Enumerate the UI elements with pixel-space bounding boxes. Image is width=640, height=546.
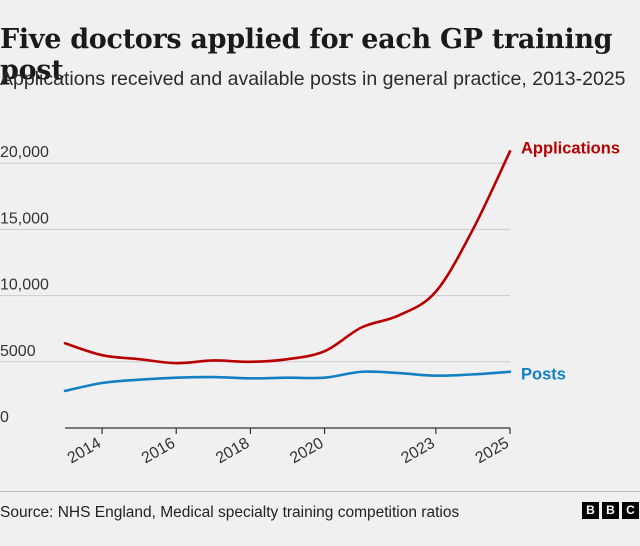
y-tick-label: 10,000	[0, 277, 49, 294]
bbc-logo-block: B	[602, 502, 619, 519]
chart-subtitle: Applications received and available post…	[0, 68, 626, 90]
series-line-posts	[63, 370, 512, 393]
y-tick-label: 15,000	[0, 210, 49, 227]
series-label-posts: Posts	[521, 366, 566, 384]
x-tick-label: 2023	[399, 435, 438, 468]
y-tick-label: 20,000	[0, 144, 49, 161]
x-tick-label: 2016	[139, 435, 178, 468]
y-tick-label: 0	[0, 409, 9, 426]
series-line-applications	[63, 150, 512, 365]
bbc-logo: B B C	[582, 502, 639, 519]
line-chart: 0 5000 10,000 15,000 20,000 2014 2016 2018 2020 2…	[0, 139, 620, 468]
source-note: Source: NHS England, Medical specialty t…	[0, 504, 460, 521]
y-tick-label: 5000	[0, 343, 36, 360]
bbc-logo-block: C	[622, 502, 639, 519]
series-label-applications: Applications	[521, 139, 620, 157]
bbc-logo-block: B	[582, 502, 599, 519]
x-tick-label: 2020	[287, 435, 326, 468]
chart-title: Five doctors applied for each GP trainin…	[0, 24, 613, 86]
x-tick-label: 2025	[473, 435, 512, 468]
x-tick-label: 2018	[213, 435, 252, 468]
footer-divider	[0, 491, 640, 492]
x-tick-label: 2014	[65, 435, 104, 468]
